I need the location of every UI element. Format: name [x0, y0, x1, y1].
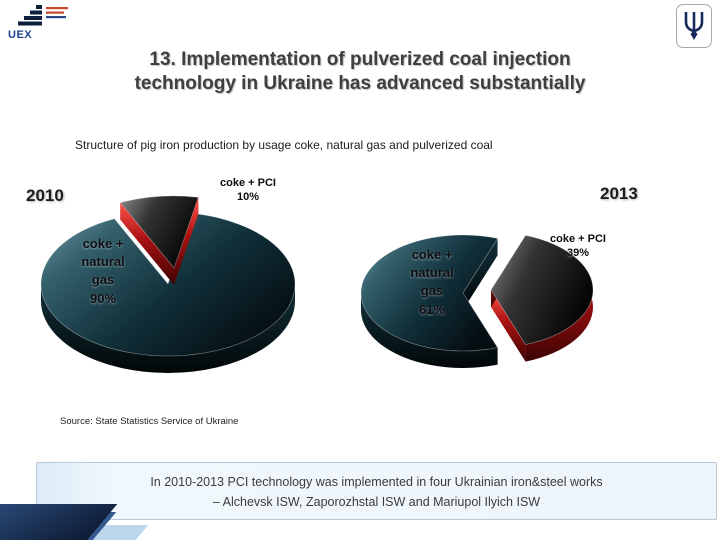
ukraine-trident-emblem [676, 4, 712, 48]
logo-text: UEX [8, 29, 33, 41]
page-title: 13. Implementation of pulverized coal in… [134, 49, 586, 94]
footer-highlight-box: In 2010-2013 PCI technology was implemen… [36, 462, 717, 520]
pie-2010-year-label: 2010 [26, 186, 64, 205]
pie-chart-2010 [40, 195, 296, 373]
pie-chart-2010-container: 2010 coke + PCI 10% [18, 172, 348, 387]
pie-2013-main-label: coke + natural gas 61% [410, 247, 454, 317]
pie-2010-main-label: coke + natural gas 90% [81, 236, 125, 306]
pie-2013-year-label: 2013 [600, 184, 638, 203]
trident-icon [684, 12, 704, 40]
uex-logo: UEX [6, 2, 78, 48]
pie-chart-2013-container: 2013 coke + PCI 39% coke + natural gas 6… [348, 178, 710, 393]
pie-2013-wedge-label: coke + PCI 39% [550, 233, 606, 260]
pie-2010-wedge-label: coke + PCI 10% [220, 177, 276, 204]
footer-text: In 2010-2013 PCI technology was implemen… [150, 475, 603, 509]
pie-chart-2013 [360, 234, 594, 369]
source-note: Source: State Statistics Service of Ukra… [60, 416, 239, 427]
chart-caption: Structure of pig iron production by usag… [75, 138, 493, 152]
sail-logo-icon [18, 5, 68, 26]
